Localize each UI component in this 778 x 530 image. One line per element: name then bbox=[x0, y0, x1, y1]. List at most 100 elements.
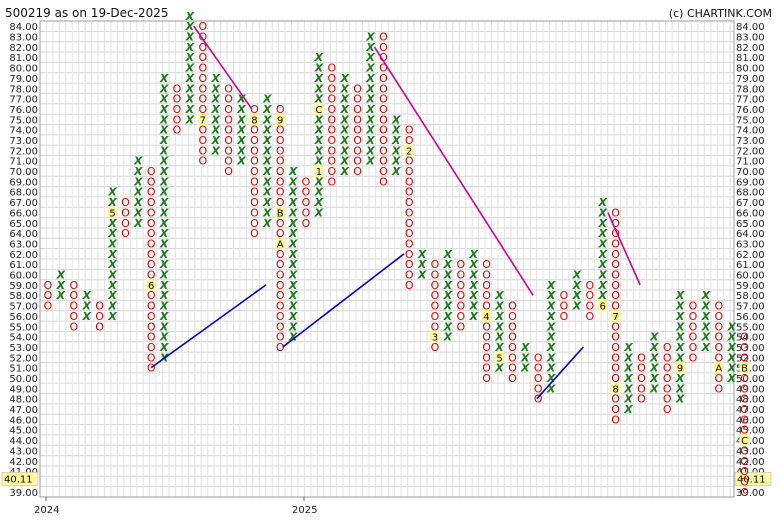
x-box: X bbox=[262, 93, 272, 106]
y-tick-label-right: 48.00 bbox=[736, 395, 765, 406]
o-box: O bbox=[611, 393, 620, 406]
o-box: O bbox=[327, 134, 336, 147]
month-marker-bg bbox=[275, 237, 286, 250]
y-tick-label-left: 46.00 bbox=[9, 415, 38, 426]
month-marker-bg bbox=[430, 330, 440, 343]
o-box: O bbox=[482, 320, 491, 333]
x-box: X bbox=[133, 165, 143, 178]
month-marker-bg bbox=[197, 113, 208, 126]
x-box: X bbox=[185, 103, 195, 116]
o-box: O bbox=[276, 196, 285, 209]
x-box: X bbox=[262, 103, 272, 116]
x-box: X bbox=[288, 217, 298, 230]
o-box: O bbox=[740, 382, 749, 395]
x-box: X bbox=[159, 103, 169, 116]
o-box: O bbox=[379, 41, 388, 54]
x-box: X bbox=[56, 289, 66, 302]
month-marker: 5 bbox=[496, 353, 502, 364]
o-box: O bbox=[482, 362, 491, 375]
o-box: O bbox=[611, 237, 620, 250]
x-box: X bbox=[546, 382, 556, 395]
x-box: X bbox=[520, 351, 530, 364]
o-box: O bbox=[302, 196, 311, 209]
x-box: X bbox=[314, 134, 324, 147]
o-box: O bbox=[276, 320, 285, 333]
x-box: X bbox=[288, 320, 298, 333]
o-box: O bbox=[198, 62, 207, 75]
x-box: X bbox=[159, 331, 169, 344]
x-box: X bbox=[623, 362, 633, 375]
o-box: O bbox=[147, 217, 156, 230]
x-box: X bbox=[546, 331, 556, 344]
o-box: O bbox=[405, 248, 414, 261]
x-box: X bbox=[107, 289, 117, 302]
x-box: X bbox=[675, 310, 685, 323]
x-box: X bbox=[494, 289, 504, 302]
o-box: O bbox=[250, 165, 259, 178]
o-box: O bbox=[482, 279, 491, 292]
o-box: O bbox=[740, 351, 749, 364]
x-box: X bbox=[107, 186, 117, 199]
o-box: O bbox=[69, 289, 78, 302]
o-box: O bbox=[611, 248, 620, 261]
x-box: X bbox=[443, 289, 453, 302]
y-tick-label-left: 48.00 bbox=[9, 395, 38, 406]
y-tick-label-right: 49.00 bbox=[736, 384, 765, 395]
x-tick-label: 2024 bbox=[34, 505, 59, 516]
last-price-box-right bbox=[734, 472, 772, 486]
x-box: X bbox=[365, 134, 375, 147]
x-box: X bbox=[546, 300, 556, 313]
o-box: O bbox=[276, 310, 285, 323]
month-marker-bg bbox=[404, 144, 415, 157]
o-box: O bbox=[740, 486, 749, 499]
x-box: X bbox=[314, 51, 324, 64]
o-box: O bbox=[353, 144, 362, 157]
o-box: O bbox=[95, 300, 104, 313]
y-tick-label-right: 73.00 bbox=[736, 136, 765, 147]
month-marker: 6 bbox=[600, 302, 606, 313]
o-box: O bbox=[405, 206, 414, 219]
o-box: O bbox=[250, 144, 259, 157]
o-box: O bbox=[198, 51, 207, 64]
y-tick-label-right: 54.00 bbox=[736, 333, 765, 344]
o-box: O bbox=[405, 134, 414, 147]
o-box: O bbox=[198, 72, 207, 85]
o-box: O bbox=[611, 217, 620, 230]
x-box: X bbox=[288, 186, 298, 199]
o-box: O bbox=[379, 82, 388, 95]
o-box: O bbox=[198, 31, 207, 44]
o-box: O bbox=[69, 310, 78, 323]
o-box: O bbox=[250, 103, 259, 116]
o-box: O bbox=[714, 310, 723, 323]
chart-title: 500219 as on 19-Dec-2025 bbox=[5, 6, 169, 20]
x-box: X bbox=[159, 206, 169, 219]
y-tick-label-right: 81.00 bbox=[736, 53, 765, 64]
x-box: X bbox=[365, 103, 375, 116]
month-marker: 8 bbox=[251, 115, 257, 126]
o-box: O bbox=[585, 310, 594, 323]
y-tick-label-left: 63.00 bbox=[9, 239, 38, 250]
o-box: O bbox=[431, 310, 440, 323]
x-box: X bbox=[701, 341, 711, 354]
y-tick-label-right: 66.00 bbox=[736, 208, 765, 219]
o-box: O bbox=[611, 206, 620, 219]
x-box: X bbox=[623, 393, 633, 406]
o-box: O bbox=[44, 289, 53, 302]
x-box: X bbox=[546, 372, 556, 385]
y-tick-label-right: 43.00 bbox=[736, 446, 765, 457]
x-box: X bbox=[494, 331, 504, 344]
o-box: O bbox=[44, 279, 53, 292]
x-box: X bbox=[339, 165, 349, 178]
o-box: O bbox=[689, 300, 698, 313]
o-box: O bbox=[508, 310, 517, 323]
x-box: X bbox=[185, 62, 195, 75]
o-box: O bbox=[714, 351, 723, 364]
x-box: X bbox=[701, 320, 711, 333]
o-box: O bbox=[611, 279, 620, 292]
x-box: X bbox=[185, 51, 195, 64]
o-box: O bbox=[405, 258, 414, 271]
x-box: X bbox=[262, 196, 272, 209]
x-box: X bbox=[365, 113, 375, 126]
y-tick-label-right: 55.00 bbox=[736, 322, 765, 333]
o-box: O bbox=[224, 93, 233, 106]
